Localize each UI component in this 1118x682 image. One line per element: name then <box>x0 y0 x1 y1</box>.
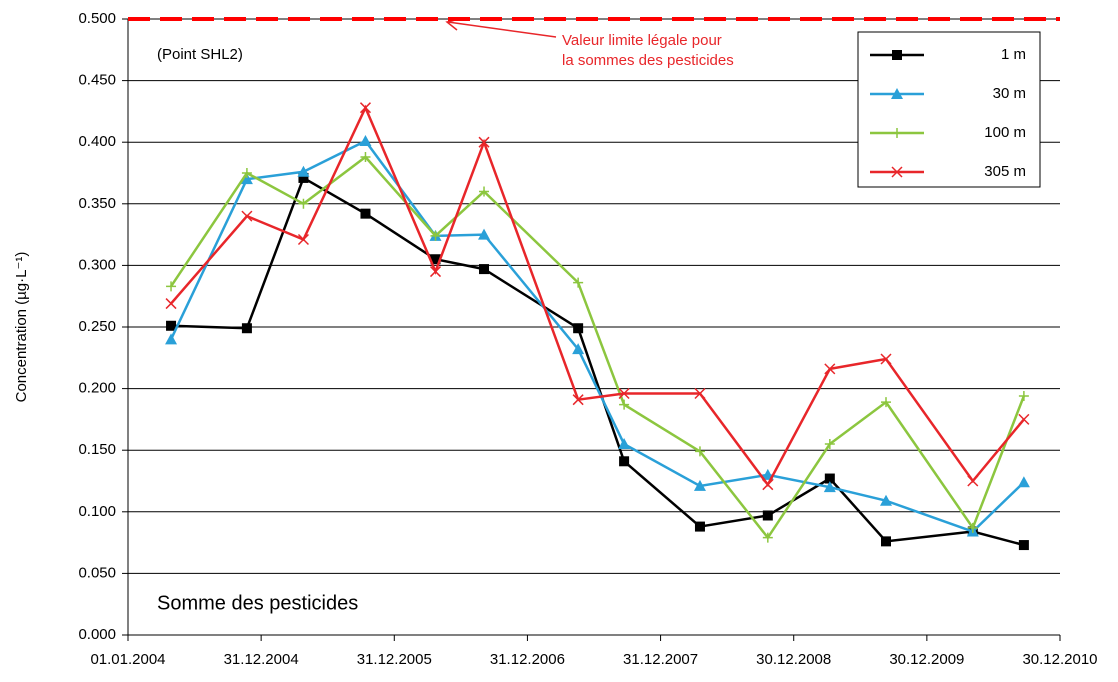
marker <box>824 473 835 484</box>
marker <box>619 399 630 410</box>
marker <box>241 168 252 178</box>
y-tick-label: 0.000 <box>78 626 116 643</box>
marker <box>165 298 177 310</box>
series-line <box>171 176 1025 547</box>
marker <box>430 254 441 265</box>
marker <box>241 210 253 222</box>
marker <box>694 446 705 457</box>
marker <box>359 102 371 114</box>
marker <box>881 536 892 547</box>
x-tick-label: 30.12.2008 <box>756 651 831 668</box>
x-tick-label: 30.12.2010 <box>1022 651 1097 668</box>
marker <box>166 281 177 292</box>
series-line <box>170 155 1026 540</box>
y-tick-label: 0.400 <box>78 133 116 150</box>
marker <box>572 394 584 406</box>
chart-subtitle: Somme des pesticides <box>157 592 358 614</box>
marker <box>762 510 773 521</box>
legend-label: 305 m <box>984 163 1026 180</box>
y-tick-label: 0.050 <box>78 564 116 581</box>
marker <box>360 151 371 162</box>
marker <box>478 136 490 148</box>
legend-marker <box>891 88 903 99</box>
x-tick-label: 30.12.2009 <box>889 651 964 668</box>
marker <box>881 397 892 408</box>
marker <box>478 228 491 240</box>
marker <box>479 186 490 197</box>
marker <box>693 479 706 491</box>
y-tick-label: 0.150 <box>78 441 116 458</box>
series-line <box>170 104 1025 488</box>
marker <box>298 172 309 183</box>
marker <box>880 353 892 365</box>
y-tick-label: 0.350 <box>78 195 116 212</box>
marker <box>572 343 585 355</box>
y-tick-label: 0.100 <box>78 503 116 520</box>
marker <box>430 230 441 241</box>
legend-marker <box>891 166 903 178</box>
legend-box <box>857 31 1041 188</box>
marker <box>823 481 836 493</box>
marker <box>694 387 706 400</box>
marker <box>762 479 774 491</box>
legend-marker <box>892 128 902 138</box>
marker <box>297 233 309 246</box>
marker <box>824 439 835 450</box>
marker <box>360 208 371 219</box>
x-tick-label: 31.12.2007 <box>623 651 698 668</box>
x-tick-label: 31.12.2006 <box>490 651 565 668</box>
point-label: (Point SHL2) <box>157 46 243 63</box>
limit-annotation: la sommes des pesticides <box>562 52 734 69</box>
y-tick-label: 0.450 <box>78 72 116 89</box>
legend-label: 30 m <box>993 85 1026 102</box>
marker <box>1018 390 1029 401</box>
marker <box>573 277 584 288</box>
marker <box>298 198 309 209</box>
marker <box>165 333 178 345</box>
marker <box>241 323 252 334</box>
legend-label: 1 m <box>1001 46 1026 63</box>
marker <box>240 173 253 185</box>
marker <box>1017 476 1030 488</box>
y-tick-label: 0.200 <box>78 380 116 397</box>
legend-label: 100 m <box>984 124 1026 141</box>
marker <box>1018 540 1029 551</box>
y-tick-label: 0.500 <box>78 10 116 27</box>
marker <box>880 494 893 506</box>
limit-annotation: Valeur limite légale pour <box>562 32 722 49</box>
marker <box>824 363 836 375</box>
x-tick-label: 01.01.2004 <box>90 651 165 668</box>
marker <box>694 521 705 532</box>
y-tick-label: 0.250 <box>78 318 116 335</box>
annotation-arrow <box>447 21 557 38</box>
marker <box>297 165 310 177</box>
y-axis-label: Concentration (µg·L⁻¹) <box>13 252 30 403</box>
marker <box>1018 413 1030 425</box>
marker <box>762 532 773 543</box>
marker <box>359 134 372 146</box>
marker <box>166 320 177 331</box>
marker <box>618 438 631 450</box>
marker <box>429 266 442 278</box>
marker <box>479 264 490 275</box>
y-tick-label: 0.300 <box>78 256 116 273</box>
marker <box>967 522 978 533</box>
legend-marker <box>892 50 902 60</box>
marker <box>967 475 979 487</box>
x-tick-label: 31.12.2005 <box>357 651 432 668</box>
x-tick-label: 31.12.2004 <box>224 651 299 668</box>
marker <box>618 387 630 400</box>
marker <box>573 323 584 334</box>
legend: 1 m 30 m 100 m 305 m <box>857 31 1041 188</box>
marker <box>619 456 630 467</box>
